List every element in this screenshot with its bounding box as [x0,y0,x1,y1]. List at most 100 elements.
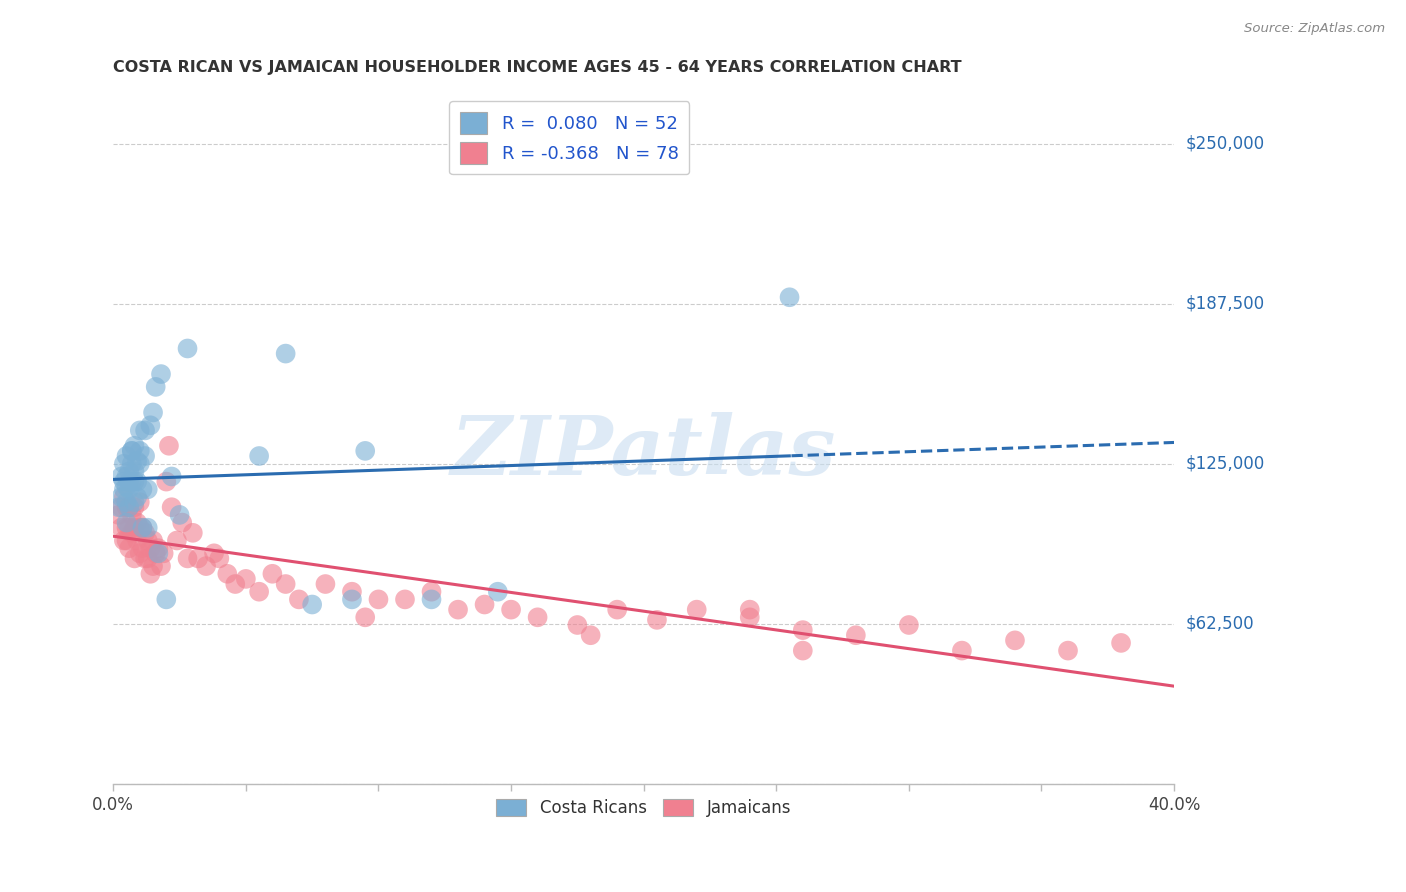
Point [112,533,135,548]
Point [136,551,159,566]
Point [124,439,146,453]
Point [115,495,138,509]
Point [131,521,153,535]
Text: $125,000: $125,000 [1185,455,1264,473]
Point [1004,633,1026,648]
Point [131,521,153,535]
Point [195,559,218,574]
Point [579,628,602,642]
Point [127,454,149,468]
Point [155,592,177,607]
Point [474,598,496,612]
Point [157,439,180,453]
Point [112,457,135,471]
Legend: Costa Ricans, Jamaicans: Costa Ricans, Jamaicans [489,792,797,824]
Point [121,457,143,471]
Point [121,443,143,458]
Point [124,521,146,535]
Point [124,475,146,489]
Point [738,610,761,624]
Text: Source: ZipAtlas.com: Source: ZipAtlas.com [1244,22,1385,36]
Point [131,483,153,497]
Point [176,551,198,566]
Point [1109,636,1132,650]
Point [288,592,311,607]
Point [124,495,146,509]
Point [107,508,129,522]
Point [340,592,363,607]
Point [121,508,143,522]
Point [118,500,141,515]
Point [127,475,149,489]
Point [354,610,377,624]
Point [134,551,156,566]
Point [420,592,443,607]
Point [950,643,973,657]
Point [112,490,135,504]
Point [118,464,141,478]
Point [217,566,239,581]
Point [447,602,470,616]
Point [127,533,149,548]
Point [166,533,188,548]
Text: ZIPatlas: ZIPatlas [451,412,837,491]
Point [124,500,146,515]
Point [112,475,135,489]
Point [121,443,143,458]
Point [142,405,165,419]
Point [110,521,132,535]
Point [107,500,129,515]
Point [124,464,146,478]
Point [235,572,257,586]
Point [314,577,336,591]
Point [779,290,801,304]
Text: $62,500: $62,500 [1185,615,1254,632]
Point [134,424,156,438]
Point [112,483,135,497]
Point [645,613,668,627]
Point [118,521,141,535]
Point [499,602,522,616]
Point [127,516,149,530]
Point [115,449,138,463]
Point [367,592,389,607]
Point [160,469,183,483]
Point [394,592,416,607]
Point [128,443,150,458]
Point [208,551,231,566]
Point [148,546,170,560]
Point [134,525,156,540]
Point [121,525,143,540]
Point [118,475,141,489]
Point [686,602,709,616]
Point [118,541,141,556]
Point [145,546,167,560]
Text: $250,000: $250,000 [1185,135,1264,153]
Point [792,623,814,637]
Point [247,584,270,599]
Point [124,551,146,566]
Point [181,525,204,540]
Point [274,577,297,591]
Point [128,546,150,560]
Point [176,342,198,356]
Point [155,475,177,489]
Point [110,469,132,483]
Point [142,533,165,548]
Point [845,628,868,642]
Point [340,584,363,599]
Point [897,618,920,632]
Point [127,490,149,504]
Point [1057,643,1080,657]
Point [128,457,150,471]
Point [150,367,173,381]
Point [262,566,284,581]
Point [110,500,132,515]
Point [567,618,589,632]
Point [526,610,548,624]
Point [354,443,377,458]
Point [139,418,162,433]
Point [110,490,132,504]
Point [224,577,246,591]
Point [150,559,173,574]
